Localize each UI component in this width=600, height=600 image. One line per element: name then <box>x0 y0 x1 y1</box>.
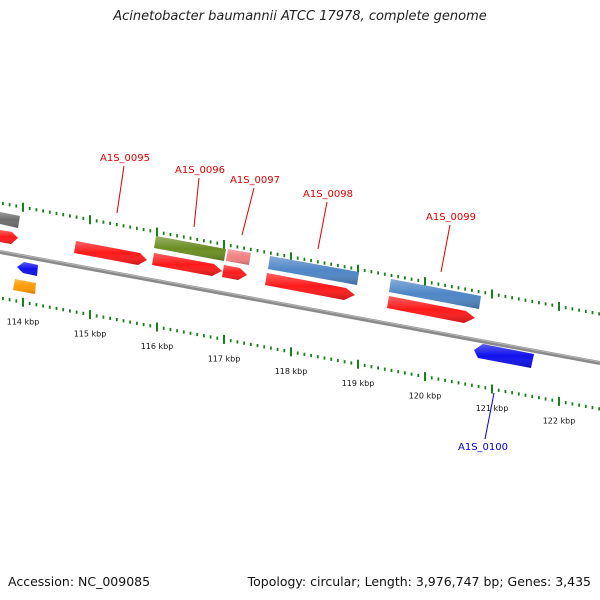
accession-text: Accession: NC_009085 <box>8 574 151 589</box>
tick-label-114: 114 kbp <box>7 317 40 326</box>
gene-label-a1s-0097[interactable]: A1S_0097 <box>230 175 280 186</box>
gene-labels: A1S_0095 A1S_0096 A1S_0097 A1S_0098 A1S_0099… <box>100 153 508 453</box>
tick-label-116: 116 kbp <box>141 342 174 351</box>
map-title: Acinetobacter baumannii ATCC 17978, comp… <box>113 9 487 24</box>
feature-shade <box>387 296 475 323</box>
tick-label-115: 115 kbp <box>74 330 107 339</box>
leader-line-a1s-0099 <box>440 224 451 273</box>
leader-line-a1s-0096 <box>193 177 200 228</box>
gene-label-a1s-0096[interactable]: A1S_0096 <box>175 165 225 176</box>
feature-shade <box>268 256 359 285</box>
genome-summary-text: Topology: circular; Length: 3,976,747 bp… <box>247 574 591 589</box>
outer-tick-ring <box>1 201 600 316</box>
feature-shade <box>152 253 222 276</box>
leader-line-a1s-0100 <box>484 392 495 440</box>
feature-shade <box>389 279 481 309</box>
feature-shade <box>17 262 38 276</box>
tick-label-122: 122 kbp <box>543 416 576 425</box>
tick-label-119: 119 kbp <box>342 379 375 388</box>
genome-backbone <box>0 250 600 365</box>
feature-shading <box>0 212 534 368</box>
inner-tick-ring <box>1 296 600 411</box>
tick-label-120: 120 kbp <box>409 392 442 401</box>
gene-label-a1s-0100[interactable]: A1S_0100 <box>458 442 508 453</box>
feature-shade <box>226 249 251 265</box>
feature-shade <box>13 279 36 294</box>
feature-shade <box>0 230 18 244</box>
genome-backbone-highlight <box>0 250 600 363</box>
feature-shade <box>265 273 355 300</box>
leader-line-a1s-0095 <box>116 165 125 214</box>
scale-tick-labels: 114 kbp 115 kbp 116 kbp 117 kbp 118 kbp 119 k… <box>7 317 576 425</box>
tick-label-118: 118 kbp <box>275 367 308 376</box>
gene-label-a1s-0099[interactable]: A1S_0099 <box>426 212 476 223</box>
leader-line-a1s-0097 <box>241 187 255 236</box>
tick-label-117: 117 kbp <box>208 354 241 363</box>
gene-label-a1s-0095[interactable]: A1S_0095 <box>100 153 150 164</box>
leader-line-a1s-0098 <box>317 201 328 250</box>
feature-shade <box>474 344 534 368</box>
feature-shade <box>74 241 147 265</box>
feature-shade <box>154 236 226 261</box>
feature-shade <box>222 265 247 280</box>
feature-shade <box>0 212 20 228</box>
gene-label-a1s-0098[interactable]: A1S_0098 <box>303 189 353 200</box>
tick-label-121: 121 kbp <box>476 404 509 413</box>
